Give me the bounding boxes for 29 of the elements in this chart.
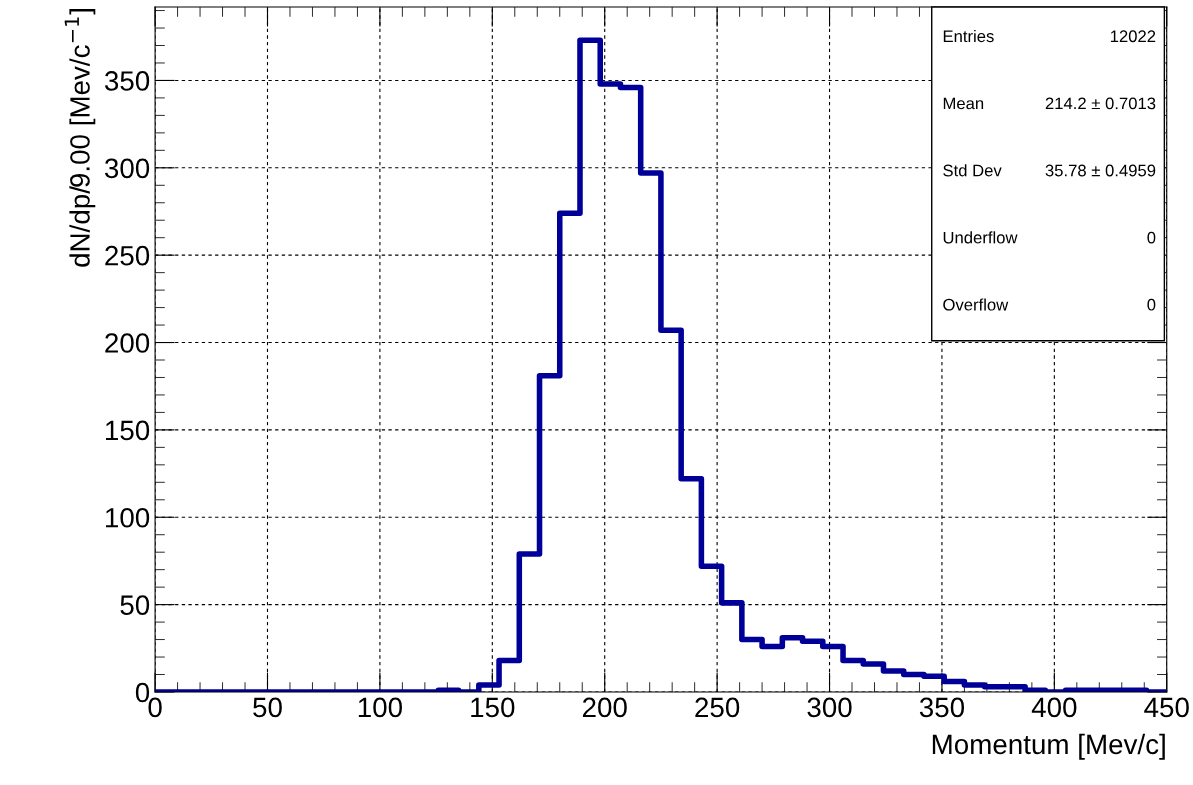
annotation: 0	[1147, 231, 1156, 244]
annotation: 0	[1147, 298, 1156, 311]
y-tick-label: 300	[104, 158, 150, 179]
y-tick-label: 0	[135, 682, 150, 703]
annotation: Overflow	[943, 298, 1009, 311]
annotation: 35.78 ± 0.4959	[1045, 164, 1156, 177]
y-tick-label: 250	[105, 245, 150, 266]
x-tick-label: 150	[471, 697, 515, 718]
annotation: Mean	[943, 97, 984, 110]
x-tick-label: 200	[582, 697, 627, 718]
annotation: Entries	[943, 29, 994, 43]
annotation: 214.2 ± 0.7013	[1045, 97, 1156, 110]
y-tick-label: 200	[105, 333, 150, 353]
y-tick-label: 150	[106, 420, 150, 441]
x-tick-label: 300	[807, 697, 852, 718]
annotation: Std Dev	[943, 164, 1002, 177]
x-tick-label: 350	[919, 697, 965, 718]
x-tick-label: 100	[358, 697, 402, 718]
annotation: 12022	[1110, 30, 1156, 43]
y-axis-title: dN/dp/9.00 [Mev/c$^{−1}$]	[64, 9, 96, 267]
annotation: Underflow	[943, 231, 1018, 244]
y-tick-label: 350	[104, 71, 150, 91]
y-tick-label: 100	[106, 507, 150, 528]
x-tick-label: 50	[253, 697, 282, 718]
x-tick-label: 450	[1144, 697, 1189, 718]
x-axis-title: Momentum [Mev/c]	[932, 733, 1165, 760]
y-tick-label: 50	[120, 595, 150, 615]
x-tick-label: 400	[1031, 697, 1077, 718]
x-tick-label: 250	[695, 697, 740, 718]
